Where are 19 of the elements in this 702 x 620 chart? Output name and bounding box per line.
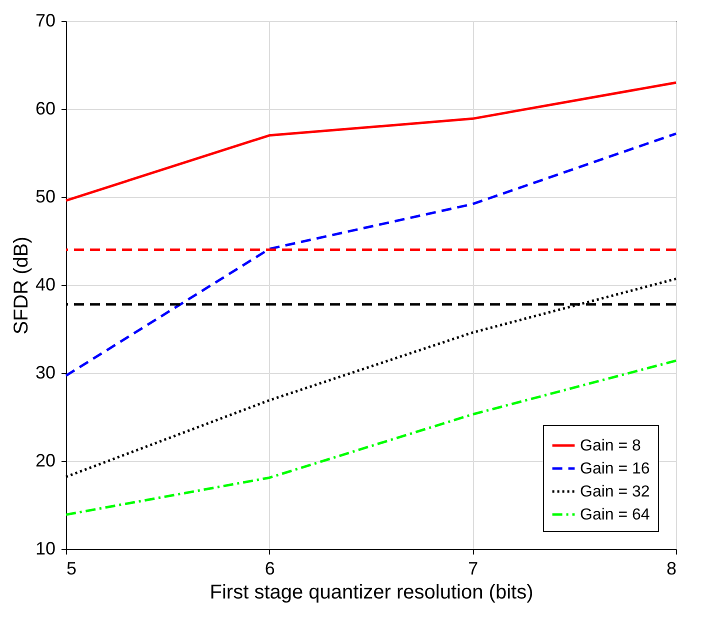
line-series <box>64 132 678 377</box>
y-tick-label: 60 <box>35 98 56 118</box>
x-axis-title: First stage quantizer resolution (bits) <box>210 582 534 604</box>
legend-label: Gain = 8 <box>580 438 642 454</box>
legend-label: Gain = 32 <box>580 484 650 500</box>
y-tick-label: 30 <box>35 362 56 382</box>
x-tick-label: 8 <box>666 558 676 578</box>
y-tick-label: 20 <box>35 450 56 470</box>
x-tick-label: 7 <box>468 558 478 578</box>
x-tick-label: 6 <box>264 558 275 578</box>
legend-label: Gain = 64 <box>580 506 650 524</box>
x-tick-label: 5 <box>66 558 77 578</box>
y-axis-title: SFDR (dB) <box>10 236 32 334</box>
y-tick-label: 10 <box>35 538 56 558</box>
y-tick-label: 50 <box>35 186 56 206</box>
y-tick-label: 40 <box>35 274 56 294</box>
legend-label: Gain = 16 <box>580 460 650 478</box>
y-tick-label: 70 <box>35 10 56 30</box>
line-series <box>64 81 678 202</box>
